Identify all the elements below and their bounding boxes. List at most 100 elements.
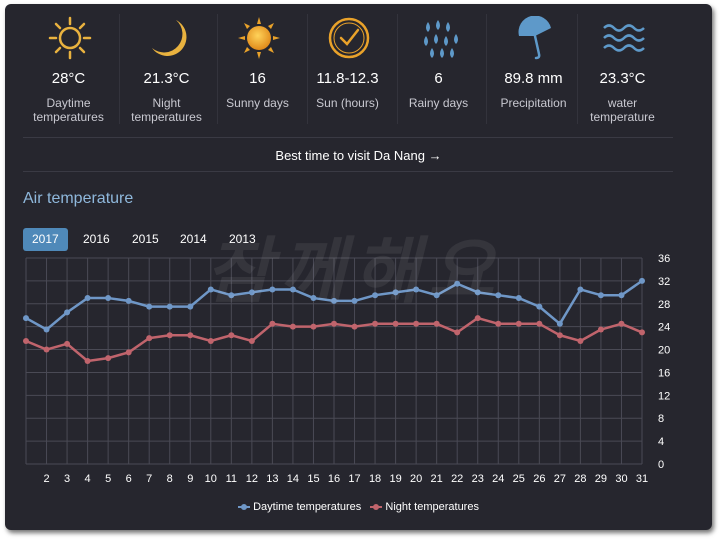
moon-icon bbox=[152, 20, 187, 56]
y-tick-label: 8 bbox=[658, 413, 664, 425]
x-tick-label: 19 bbox=[389, 473, 401, 485]
stat-value: 23.3°C bbox=[599, 70, 646, 87]
x-tick-label: 13 bbox=[266, 473, 278, 485]
x-tick-label: 27 bbox=[554, 473, 566, 485]
x-tick-label: 10 bbox=[205, 473, 217, 485]
x-tick-label: 2 bbox=[43, 473, 49, 485]
night-temperature-point bbox=[146, 335, 153, 342]
year-tab-2017[interactable]: 2017 bbox=[23, 228, 68, 251]
stat-value: 21.3°C bbox=[143, 70, 190, 87]
y-tick-label: 4 bbox=[658, 436, 664, 448]
daytime-temperature-point bbox=[166, 303, 173, 310]
chart-legend: Daytime temperatures Night temperatures bbox=[5, 501, 712, 513]
daytime-temperature-point bbox=[207, 286, 214, 293]
stat-night-temperature: 21.3°C Night temperatures bbox=[121, 10, 212, 128]
night-temperature-point bbox=[187, 332, 194, 339]
climate-stats: 28°C Daytime temperatures 21.3°C Night t… bbox=[5, 4, 712, 132]
x-tick-label: 12 bbox=[246, 473, 258, 485]
x-tick-label: 4 bbox=[85, 473, 91, 485]
daytime-temperature-point bbox=[495, 292, 502, 299]
umbrella-icon bbox=[518, 16, 551, 60]
x-tick-label: 30 bbox=[615, 473, 627, 485]
night-temperature-point bbox=[515, 320, 522, 327]
night-temperature-point bbox=[105, 355, 112, 362]
night-temperature-point bbox=[289, 323, 296, 330]
daytime-temperature-point bbox=[474, 289, 481, 296]
x-tick-label: 17 bbox=[348, 473, 360, 485]
daytime-temperature-point bbox=[536, 303, 543, 310]
x-tick-label: 26 bbox=[533, 473, 545, 485]
stat-sun-hours: 11.8-12.3 Sun (hours) bbox=[302, 10, 393, 128]
daytime-temperature-point bbox=[43, 326, 50, 333]
night-temperature-point bbox=[433, 320, 440, 327]
night-temperature-point bbox=[413, 320, 420, 327]
year-tab-2016[interactable]: 2016 bbox=[83, 232, 110, 246]
night-temperature-point bbox=[351, 323, 358, 330]
x-tick-label: 16 bbox=[328, 473, 340, 485]
x-tick-label: 14 bbox=[287, 473, 299, 485]
x-tick-label: 23 bbox=[472, 473, 484, 485]
x-tick-label: 24 bbox=[492, 473, 504, 485]
night-temperature-point bbox=[618, 320, 625, 327]
daytime-temperature-point bbox=[146, 303, 153, 310]
night-temperature-point bbox=[84, 358, 91, 364]
daytime-temperature-point bbox=[289, 286, 296, 293]
daytime-temperature-point bbox=[515, 295, 522, 302]
x-tick-label: 25 bbox=[513, 473, 525, 485]
daytime-temperature-point bbox=[577, 286, 584, 293]
x-tick-label: 11 bbox=[226, 473, 237, 485]
x-tick-label: 8 bbox=[167, 473, 173, 485]
divider bbox=[23, 171, 673, 172]
x-tick-label: 21 bbox=[431, 473, 443, 485]
section-title: Air temperature bbox=[23, 190, 134, 207]
best-time-link[interactable]: Best time to visit Da Nang → bbox=[275, 148, 442, 163]
x-tick-label: 3 bbox=[64, 473, 70, 485]
daytime-temperature-point bbox=[351, 297, 358, 304]
x-tick-label: 15 bbox=[307, 473, 319, 485]
legend-item-daytime[interactable]: Daytime temperatures bbox=[238, 501, 361, 513]
sun-icon bbox=[48, 16, 92, 60]
stat-value: 11.8-12.3 bbox=[316, 70, 379, 87]
stat-precipitation: 89.8 mm Precipitation bbox=[488, 10, 579, 128]
daytime-temperature-point bbox=[597, 292, 604, 299]
x-tick-label: 5 bbox=[105, 473, 111, 485]
night-temperature-point bbox=[639, 329, 645, 336]
daytime-temperature-point bbox=[187, 303, 194, 310]
daytime-temperature-point bbox=[105, 295, 112, 302]
night-temperature-point bbox=[310, 323, 317, 330]
legend-label: Night temperatures bbox=[385, 501, 479, 513]
daytime-temperature-point bbox=[310, 295, 317, 302]
night-temperature-point bbox=[166, 332, 173, 339]
stat-daytime-temperature: 28°C Daytime temperatures bbox=[23, 10, 114, 128]
raindrops-icon bbox=[424, 20, 458, 58]
year-tab-2013[interactable]: 2013 bbox=[229, 232, 256, 246]
y-tick-label: 16 bbox=[658, 367, 670, 379]
y-tick-label: 24 bbox=[658, 322, 670, 334]
night-temperature-point bbox=[536, 320, 543, 327]
daytime-temperature-point bbox=[331, 297, 337, 304]
y-tick-label: 12 bbox=[658, 390, 670, 402]
legend-item-night[interactable]: Night temperatures bbox=[370, 501, 479, 513]
stat-rainy-days: 6 Rainy days bbox=[393, 10, 484, 128]
night-temperature-point bbox=[228, 332, 235, 339]
stat-label: Precipitation bbox=[500, 96, 567, 110]
stat-value: 28°C bbox=[51, 70, 86, 87]
y-tick-label: 20 bbox=[658, 345, 670, 357]
stat-sunny-days: 16 Sunny days bbox=[212, 10, 303, 128]
watermark: 참께해요 bbox=[205, 229, 502, 313]
daytime-temperature-point bbox=[23, 315, 29, 322]
waves-icon bbox=[603, 24, 645, 52]
x-tick-label: 6 bbox=[126, 473, 132, 485]
stat-label: Night temperatures bbox=[131, 96, 202, 124]
x-tick-label: 18 bbox=[369, 473, 381, 485]
stat-label: Sunny days bbox=[226, 96, 289, 110]
y-tick-label: 32 bbox=[658, 276, 670, 288]
daytime-temperature-point bbox=[248, 289, 255, 296]
daytime-temperature-point bbox=[413, 286, 420, 293]
year-tab-2015[interactable]: 2015 bbox=[132, 232, 159, 246]
night-temperature-point bbox=[125, 349, 132, 356]
year-tab-2014[interactable]: 2014 bbox=[180, 232, 207, 246]
night-temperature-point bbox=[43, 346, 50, 353]
night-temperature-point bbox=[23, 337, 29, 344]
